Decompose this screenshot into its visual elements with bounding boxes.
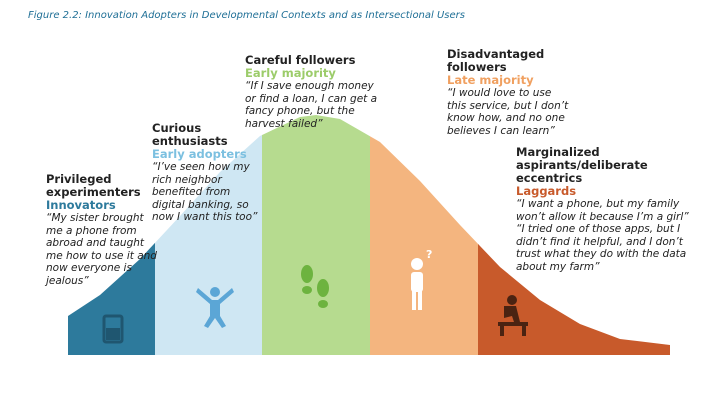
jumping-person-icon (196, 287, 234, 328)
group-block: Privileged experimenters Innovators “My … (46, 173, 158, 287)
beaker-icon (102, 314, 124, 344)
group-quote: “If I save enough money or find a loan, … (245, 80, 378, 130)
group-name: Marginalized aspirants/deliberate eccent… (516, 145, 648, 185)
late-majority-area (370, 115, 478, 355)
group-quote: “I’ve seen how my rich neighbor benefite… (152, 161, 258, 223)
question-mark: ? (426, 248, 432, 261)
group-stage: Early majority (245, 66, 336, 80)
group-stage: Innovators (46, 198, 116, 212)
group-quote: “I would love to use this service, but I… (447, 87, 569, 137)
group-stage: Early adopters (152, 147, 247, 161)
group-block: Marginalized aspirants/deliberate eccent… (516, 146, 694, 273)
footprints-icon (301, 265, 329, 308)
group-stage: Laggards (516, 184, 577, 198)
group-block: Careful followers Early majority “If I s… (245, 54, 380, 130)
group-quote: “My sister brought me a phone from abroa… (46, 212, 157, 287)
confused-person-icon: ? (411, 248, 432, 310)
early-majority-area (262, 115, 370, 355)
group-quote: “I tried one of those apps, but I didn’t… (516, 223, 687, 273)
sitting-person-icon (498, 295, 528, 336)
group-name: Careful followers (245, 53, 356, 67)
group-block: Curious enthusiasts Early adopters “I’ve… (152, 122, 262, 224)
group-quote: “I want a phone, but my family won’t all… (516, 198, 689, 223)
group-name: Curious enthusiasts (152, 121, 228, 148)
group-block: Disadvantaged followers Late majority “I… (447, 48, 569, 137)
group-stage: Late majority (447, 73, 534, 87)
group-name: Privileged experimenters (46, 172, 141, 199)
figure-title: Figure 2.2: Innovation Adopters in Devel… (28, 10, 465, 21)
group-name: Disadvantaged followers (447, 47, 545, 74)
